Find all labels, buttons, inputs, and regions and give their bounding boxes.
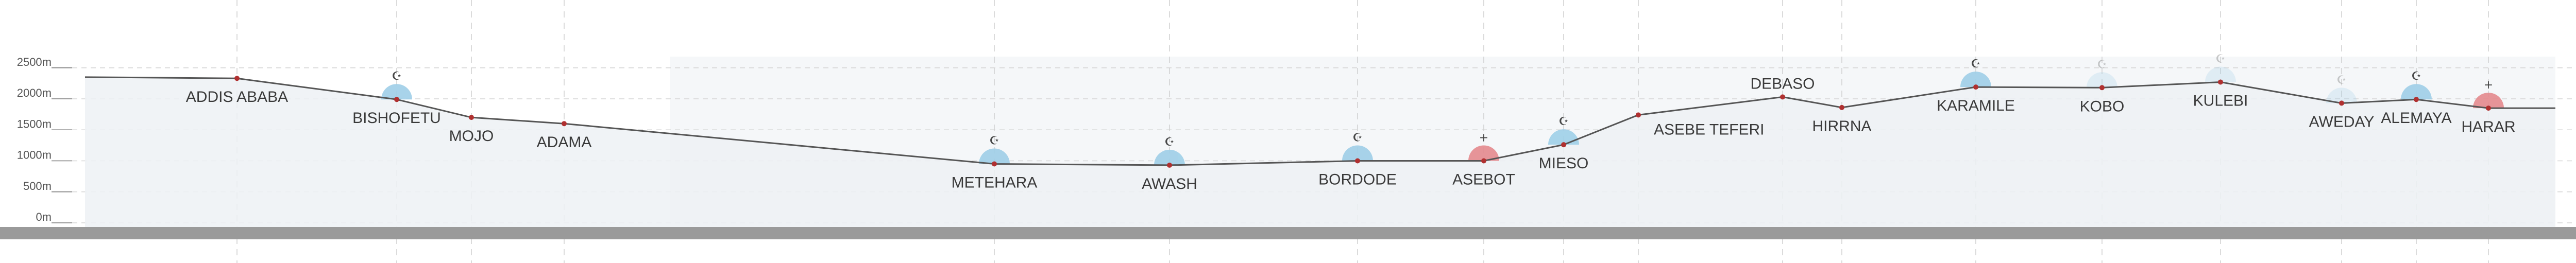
mosque-icon-glyph: ☪ — [2411, 70, 2421, 83]
mosque-icon-dome — [1342, 145, 1373, 161]
y-axis: 2500m 2000m 1500m 1000m 500m 0m — [17, 56, 72, 223]
station-label: MOJO — [449, 128, 494, 145]
station-point — [2486, 106, 2491, 111]
mosque-icon: ☪ — [2205, 52, 2236, 82]
church-icon: + — [2473, 79, 2504, 109]
station-label: ASEBE TEFERI — [1654, 121, 1765, 138]
station-points — [234, 76, 2491, 168]
mosque-icon-dome — [1960, 72, 1991, 87]
station-point — [2414, 97, 2419, 102]
mosque-icon-glyph: ☪ — [1971, 58, 1981, 71]
mosque-icon-dome — [381, 84, 412, 100]
station-point — [2218, 79, 2223, 85]
station-labels: ADDIS ABABA BISHOFETU MOJO ADAMA METEHARA AWA… — [186, 75, 2516, 192]
mosque-icon-glyph: ☪ — [1352, 132, 1363, 145]
station-point — [469, 115, 474, 120]
y-tick-label: 2500m — [17, 56, 52, 68]
station-point — [1167, 162, 1172, 168]
mosque-icon: ☪ — [2087, 58, 2117, 88]
station-point — [1973, 84, 1978, 90]
station-point — [1780, 94, 1785, 100]
mosque-icon: ☪ — [381, 70, 412, 100]
mosque-icon-dome — [2326, 87, 2357, 103]
elevation-area — [85, 77, 2555, 227]
station-label: BORDODE — [1318, 171, 1397, 188]
station-label: HIRRNA — [1812, 118, 1871, 135]
station-point — [1561, 142, 1566, 148]
church-icon-dome — [1468, 145, 1499, 161]
mosque-icon-dome — [2401, 84, 2432, 100]
church-icon-dome — [2473, 93, 2504, 109]
station-point — [234, 76, 240, 81]
station-label: KOBO — [2080, 98, 2125, 115]
station-point — [1636, 112, 1641, 118]
mosque-icon-dome — [1154, 149, 1185, 165]
mosque-icon: ☪ — [2401, 70, 2432, 100]
y-tick-label: 500m — [23, 180, 52, 192]
y-tick-label: 1000m — [17, 149, 52, 162]
station-label: HARAR — [2461, 118, 2515, 135]
mosque-icon: ☪ — [1342, 132, 1373, 161]
station-point — [394, 97, 399, 102]
station-point — [1481, 158, 1486, 164]
church-icon: + — [1468, 132, 1499, 161]
mosque-icon-glyph: ☪ — [2336, 74, 2347, 86]
mosque-icon-glyph: ☪ — [1558, 115, 1569, 128]
ground-bar — [0, 227, 2576, 239]
y-tick-label: 1500m — [17, 117, 52, 130]
station-label: ALEMAYA — [2381, 110, 2451, 127]
mosque-icon-glyph: ☪ — [989, 135, 999, 148]
mosque-icon-glyph: ☪ — [2097, 58, 2107, 71]
station-label: ASEBOT — [1452, 171, 1515, 188]
mosque-icon-glyph: ☪ — [392, 70, 402, 83]
y-tick-label: 2000m — [17, 86, 52, 99]
mosque-icon-dome — [2205, 66, 2236, 82]
station-point — [1839, 104, 1844, 110]
station-label: METEHARA — [952, 174, 1038, 191]
station-label: AWASH — [1142, 176, 1197, 192]
mosque-icon: ☪ — [1960, 58, 1991, 87]
church-icon-glyph: + — [2484, 79, 2493, 92]
station-point — [1355, 158, 1360, 164]
station-label: BISHOFETU — [352, 110, 441, 127]
station-label: MIESO — [1539, 155, 1589, 172]
station-label: KARAMILE — [1937, 97, 2015, 114]
mosque-icon-glyph: ☪ — [2215, 52, 2226, 65]
mosque-icon-dome — [2087, 72, 2117, 88]
mosque-icon: ☪ — [979, 135, 1010, 164]
mosque-icon: ☪ — [2326, 74, 2357, 103]
station-point — [2099, 85, 2105, 91]
y-tick-label: 0m — [36, 211, 52, 223]
station-label: DEBASO — [1750, 75, 1815, 92]
station-point — [992, 161, 997, 167]
elevation-line — [84, 76, 2555, 166]
station-point — [562, 121, 567, 127]
mosque-icon-dome — [979, 148, 1010, 164]
church-icon-glyph: + — [1479, 132, 1488, 145]
station-label: AWEDAY — [2309, 113, 2375, 130]
station-point — [2339, 100, 2344, 106]
mosque-icon: ☪ — [1154, 136, 1185, 165]
station-label: ADAMA — [537, 134, 592, 151]
station-label: ADDIS ABABA — [186, 89, 288, 106]
station-label: KULEBI — [2193, 92, 2248, 109]
mosque-icon-glyph: ☪ — [1164, 136, 1175, 149]
